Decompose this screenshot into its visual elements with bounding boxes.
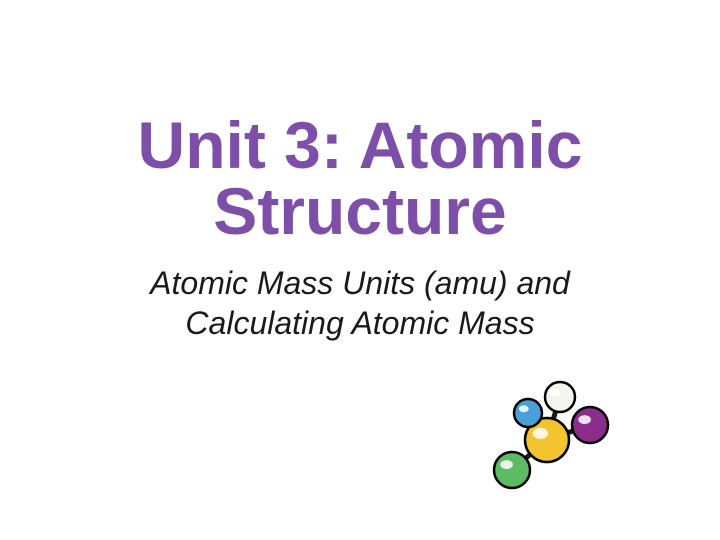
slide-subtitle: Atomic Mass Units (amu) and Calculating … <box>0 263 720 343</box>
molecule-clipart <box>480 375 625 510</box>
molecule-icon <box>480 375 625 505</box>
subtitle-line-2: Calculating Atomic Mass <box>185 305 534 341</box>
subtitle-line-1: Atomic Mass Units (amu) and <box>150 265 570 301</box>
slide-title: Unit 3: Atomic Structure <box>0 112 720 244</box>
slide-title-text: Unit 3: Atomic Structure <box>138 108 583 248</box>
